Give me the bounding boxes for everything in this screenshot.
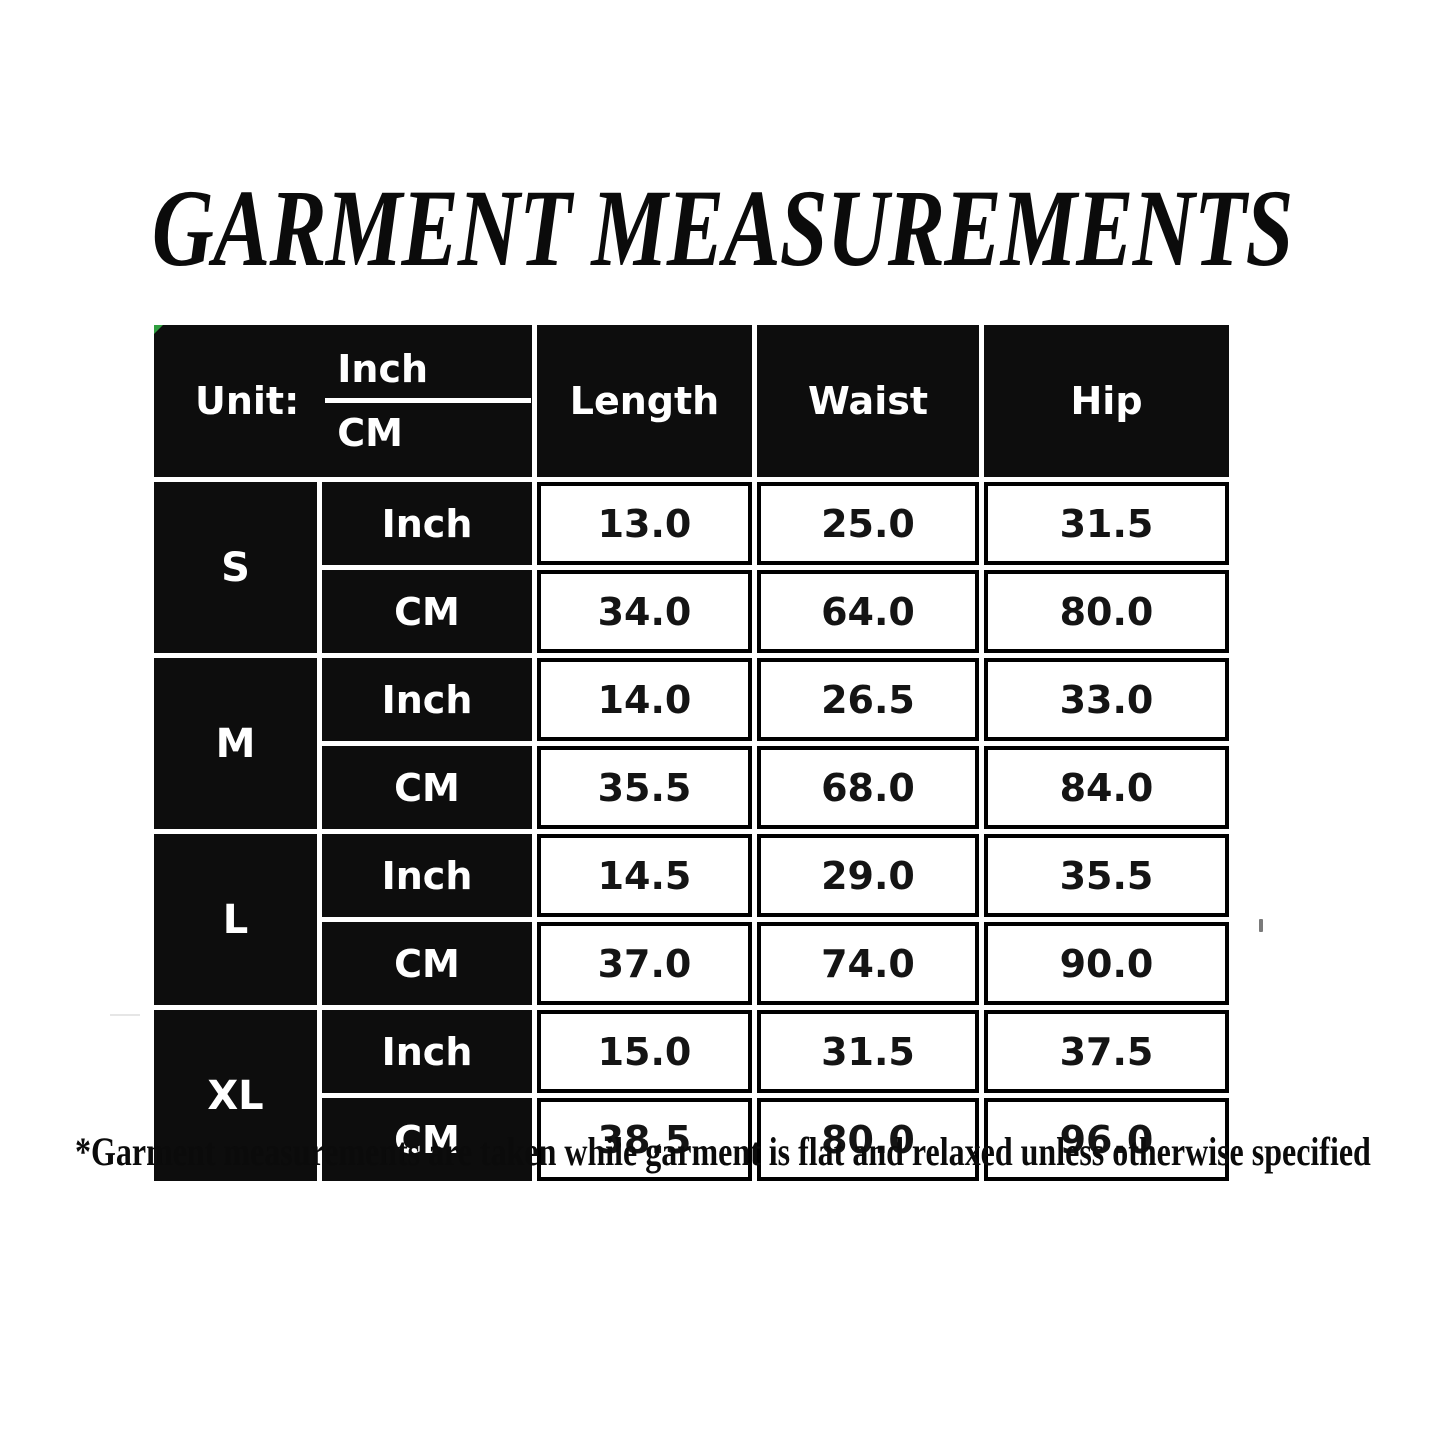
measurement-value: 31.5 — [984, 482, 1229, 565]
table-row: CM 38.5 80.0 96.0 — [154, 1098, 1229, 1181]
measurement-value: 15.0 — [537, 1010, 752, 1093]
table-row: CM 35.5 68.0 84.0 — [154, 746, 1229, 829]
measurement-value: 80.0 — [984, 570, 1229, 653]
column-header-length: Length — [537, 325, 752, 477]
size-label-m: M — [154, 658, 317, 829]
table-row: S Inch 13.0 25.0 31.5 — [154, 482, 1229, 653]
unit-fraction-bottom: CM — [337, 411, 403, 455]
unit-row-label: Inch — [322, 658, 532, 741]
unit-label: Unit: — [195, 379, 300, 423]
measurement-value: 35.5 — [537, 746, 752, 829]
unit-fraction: Inch CM — [325, 347, 531, 455]
measurement-value: 37.0 — [537, 922, 752, 1005]
unit-row-label: CM — [322, 922, 532, 1005]
measurement-value: 68.0 — [757, 746, 979, 829]
stray-mark — [1259, 919, 1263, 932]
measurement-value: 64.0 — [757, 570, 979, 653]
column-header-hip: Hip — [984, 325, 1229, 477]
measurement-value: 37.5 — [984, 1010, 1229, 1093]
unit-row-label: CM — [322, 746, 532, 829]
measurement-value: 80.0 — [757, 1098, 979, 1181]
measurement-value: 13.0 — [537, 482, 752, 565]
table-row: L Inch 14.5 29.0 35.5 — [154, 834, 1229, 1005]
unit-row-label: CM — [322, 570, 532, 653]
measurement-value: 74.0 — [757, 922, 979, 1005]
unit-row-label: Inch — [322, 1010, 532, 1093]
footnote: *Garment measurements are taken while ga… — [0, 1122, 1445, 1182]
table-row: CM 37.0 74.0 90.0 — [154, 922, 1229, 1005]
unit-fraction-top: Inch — [325, 347, 531, 403]
measurement-value: 29.0 — [757, 834, 979, 917]
page-title-text: GARMENT MEASUREMENTS — [152, 167, 1293, 289]
size-chart-table: Unit: Inch CM Length Waist Hip S Inch 13… — [149, 320, 1234, 1186]
unit-header-cell: Unit: Inch CM — [154, 325, 532, 477]
cell-corner-marker-icon — [154, 325, 163, 334]
footnote-text: *Garment measurements are taken while ga… — [74, 1129, 1371, 1174]
unit-row-label: Inch — [322, 482, 532, 565]
measurement-value: 38.5 — [537, 1098, 752, 1181]
table-row: XL Inch 15.0 31.5 37.5 — [154, 1010, 1229, 1181]
column-header-waist: Waist — [757, 325, 979, 477]
faint-watermark-smudge — [110, 1004, 140, 1016]
measurement-value: 33.0 — [984, 658, 1229, 741]
measurement-value: 35.5 — [984, 834, 1229, 917]
measurement-value: 96.0 — [984, 1098, 1229, 1181]
table-row: M Inch 14.0 26.5 33.0 — [154, 658, 1229, 829]
unit-row-label: CM — [322, 1098, 532, 1181]
measurement-value: 34.0 — [537, 570, 752, 653]
measurement-value: 84.0 — [984, 746, 1229, 829]
size-label-xl: XL — [154, 1010, 317, 1181]
measurement-value: 90.0 — [984, 922, 1229, 1005]
size-label-s: S — [154, 482, 317, 653]
measurement-value: 26.5 — [757, 658, 979, 741]
measurement-value: 25.0 — [757, 482, 979, 565]
table-header-row: Unit: Inch CM Length Waist Hip — [154, 325, 1229, 477]
unit-row-label: Inch — [322, 834, 532, 917]
table-row: CM 34.0 64.0 80.0 — [154, 570, 1229, 653]
measurement-value: 31.5 — [757, 1010, 979, 1093]
measurement-value: 14.0 — [537, 658, 752, 741]
page-title: GARMENT MEASUREMENTS — [0, 168, 1445, 288]
size-label-l: L — [154, 834, 317, 1005]
measurement-value: 14.5 — [537, 834, 752, 917]
